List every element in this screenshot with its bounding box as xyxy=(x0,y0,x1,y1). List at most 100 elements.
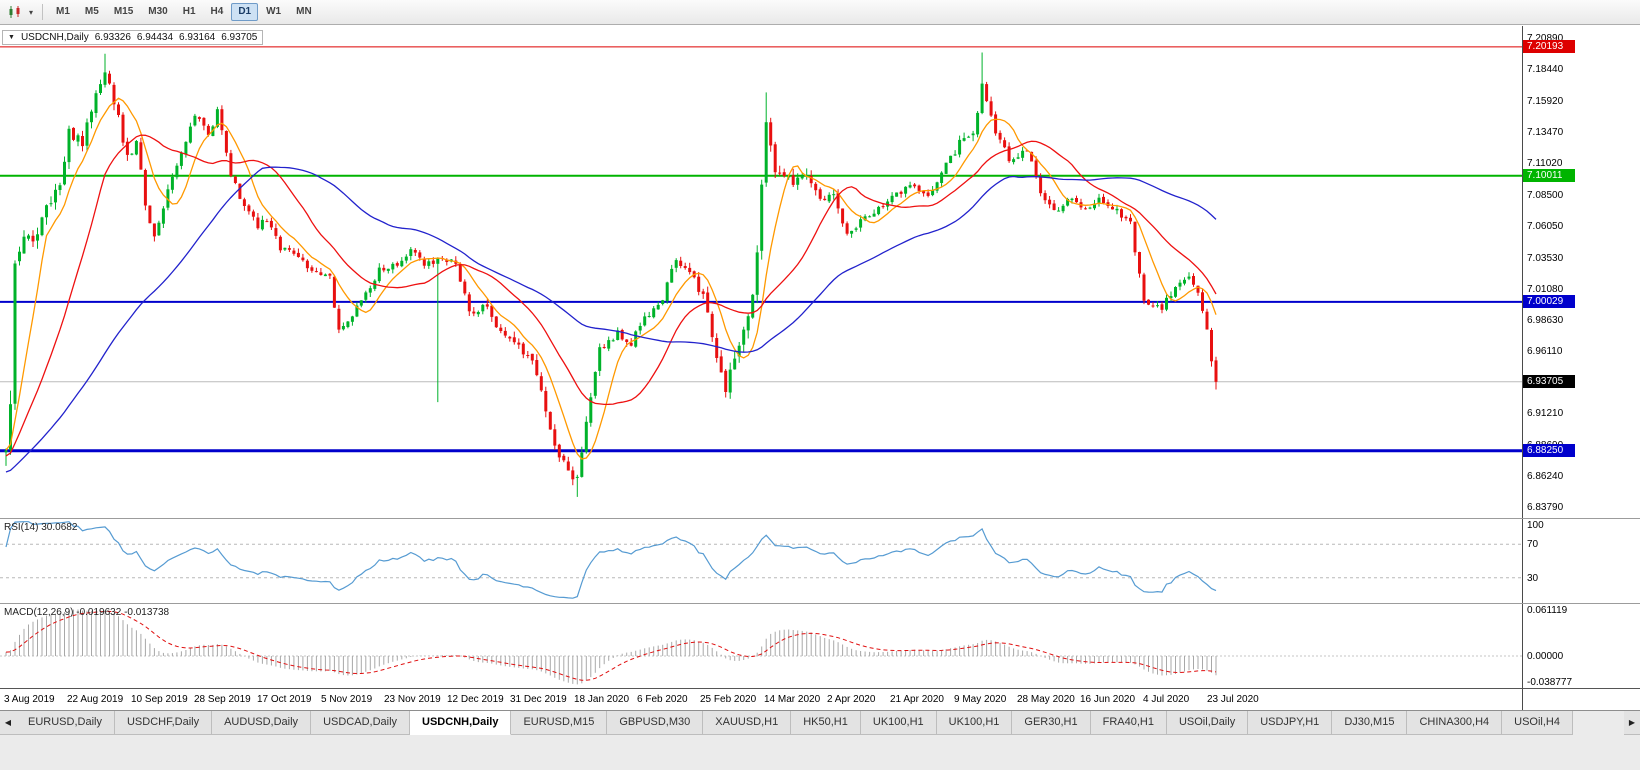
macd-indicator-label: MACD(12,26,9) -0.019632 -0.013738 xyxy=(4,607,170,618)
date-axis-label: 31 Dec 2019 xyxy=(510,694,567,705)
chart-area: ▼ USDCNH,Daily 6.93326 6.94434 6.93164 6… xyxy=(0,26,1640,710)
date-axis-label: 14 Mar 2020 xyxy=(764,694,821,705)
tabs-scroll-right-button[interactable]: ▶ xyxy=(1624,711,1640,735)
price-axis-label: 7.03530 xyxy=(1527,253,1564,264)
date-axis-label: 16 Jun 2020 xyxy=(1080,694,1136,705)
chart-tab[interactable]: USOil,H4 xyxy=(1502,711,1573,735)
date-axis-label: 10 Sep 2019 xyxy=(131,694,188,705)
price-axis-label: 6.91210 xyxy=(1527,408,1564,419)
macd-axis-label: 0.061119 xyxy=(1527,605,1568,616)
date-axis-label: 23 Nov 2019 xyxy=(384,694,441,705)
date-axis-label: 12 Dec 2019 xyxy=(447,694,504,705)
date-axis-label: 2 Apr 2020 xyxy=(827,694,876,705)
price-axis-label: 6.98630 xyxy=(1527,315,1564,326)
chart-tab[interactable]: FRA40,H1 xyxy=(1090,711,1167,735)
rsi-axis-label: 70 xyxy=(1527,539,1539,550)
price-axis-label: 7.18440 xyxy=(1527,64,1564,75)
chart-close-value: 6.93705 xyxy=(221,32,258,43)
chart-tab[interactable]: XAUUSD,H1 xyxy=(703,711,792,735)
price-pane-canvas[interactable] xyxy=(0,26,1522,518)
date-axis-label: 18 Jan 2020 xyxy=(574,694,630,705)
collapse-triangle-icon[interactable]: ▼ xyxy=(8,34,15,41)
price-axis-label: 7.06050 xyxy=(1527,221,1564,232)
date-axis-label: 3 Aug 2019 xyxy=(4,694,55,705)
rsi-axis-label: 30 xyxy=(1527,573,1539,584)
chart-tab[interactable]: AUDUSD,Daily xyxy=(212,711,312,735)
date-axis-label: 5 Nov 2019 xyxy=(321,694,373,705)
timeframe-button-m1[interactable]: M1 xyxy=(56,6,70,17)
chart-tab[interactable]: USDCAD,Daily xyxy=(311,711,411,735)
timeframe-button-m30[interactable]: M30 xyxy=(148,6,168,17)
chart-tab[interactable]: GER30,H1 xyxy=(1012,711,1091,735)
time-axis-divider xyxy=(0,688,1640,689)
chart-tab[interactable]: USDJPY,H1 xyxy=(1248,711,1333,735)
date-axis-label: 17 Oct 2019 xyxy=(257,694,312,705)
chart-tab[interactable]: UK100,H1 xyxy=(936,711,1013,735)
current-price-tag: 6.93705 xyxy=(1523,375,1575,388)
timeframe-button-m5[interactable]: M5 xyxy=(84,6,99,17)
price-axis-label: 7.11020 xyxy=(1527,158,1563,169)
date-axis-label: 22 Aug 2019 xyxy=(67,694,124,705)
chart-symbol-label: USDCNH,Daily xyxy=(20,32,89,43)
chart-tab[interactable]: HK50,H1 xyxy=(791,711,861,735)
price-axis-label: 7.15920 xyxy=(1527,96,1564,107)
price-axis-label: 6.96110 xyxy=(1527,346,1563,357)
price-axis-label: 6.83790 xyxy=(1527,502,1564,513)
timeframe-button-d1[interactable]: D1 xyxy=(231,3,259,21)
date-axis-label: 4 Jul 2020 xyxy=(1143,694,1190,705)
date-axis-label: 6 Feb 2020 xyxy=(637,694,688,705)
pane-splitter[interactable] xyxy=(0,603,1640,604)
timeframe-button-m15[interactable]: M15 xyxy=(113,6,134,17)
date-axis-label: 28 May 2020 xyxy=(1017,694,1075,705)
tabs-scroll-left-button[interactable]: ◀ xyxy=(0,711,16,735)
chart-tab[interactable]: CHINA300,H4 xyxy=(1407,711,1503,735)
price-level-tag: 7.20193 xyxy=(1523,40,1575,53)
rsi-axis-label: 100 xyxy=(1527,520,1544,531)
macd-axis-label: -0.038777 xyxy=(1527,677,1573,688)
price-axis-label: 7.20890 xyxy=(1527,33,1564,44)
date-axis-label: 21 Apr 2020 xyxy=(890,694,944,705)
chart-tab[interactable]: USDCNH,Daily xyxy=(410,711,512,735)
chart-tabs-list: EURUSD,Daily USDCHF,Daily AUDUSD,Daily USDC… xyxy=(16,711,1624,735)
timeframe-buttons-group: M1 M5 M15 M30 H1 H4 D1 W1 MN xyxy=(49,3,319,21)
date-axis-label: 25 Feb 2020 xyxy=(700,694,757,705)
chart-tab[interactable]: USDCHF,Daily xyxy=(114,711,213,735)
timeframe-button-h1[interactable]: H1 xyxy=(182,6,196,17)
price-level-tag: 7.10011 xyxy=(1523,169,1575,182)
chart-title-overlay: ▼ USDCNH,Daily 6.93326 6.94434 6.93164 6… xyxy=(2,30,264,45)
date-axis-label: 23 Jul 2020 xyxy=(1207,694,1259,705)
chart-tab[interactable]: GBPUSD,M30 xyxy=(607,711,704,735)
timeframe-button-w1[interactable]: W1 xyxy=(266,6,282,17)
chart-type-icon[interactable] xyxy=(5,3,25,21)
rsi-pane-canvas[interactable] xyxy=(0,519,1522,603)
macd-pane-canvas[interactable] xyxy=(0,604,1522,688)
price-level-tag: 7.00029 xyxy=(1523,295,1575,308)
timeframe-toolbar: ▾ M1 M5 M15 M30 H1 H4 D1 W1 MN xyxy=(0,0,1640,25)
pane-splitter[interactable] xyxy=(0,518,1640,519)
rsi-indicator-label: RSI(14) 30.0682 xyxy=(4,522,78,533)
price-axis-label: 7.01080 xyxy=(1527,284,1564,295)
toolbar-separator xyxy=(42,4,43,20)
chart-tab[interactable]: UK100,H1 xyxy=(860,711,937,735)
chart-high-value: 6.94434 xyxy=(136,32,174,43)
price-axis-label: 7.08500 xyxy=(1527,190,1564,201)
chart-plot-region[interactable]: ▼ USDCNH,Daily 6.93326 6.94434 6.93164 6… xyxy=(0,26,1522,710)
chart-tab[interactable]: DJ30,M15 xyxy=(1332,711,1408,735)
price-axis-divider xyxy=(1522,26,1523,710)
chart-tab[interactable]: EURUSD,M15 xyxy=(511,711,608,735)
price-axis-label: 7.13470 xyxy=(1527,127,1564,138)
chart-open-value: 6.93326 xyxy=(94,32,131,43)
dropdown-caret-icon[interactable]: ▾ xyxy=(28,7,33,17)
timeframe-button-h4[interactable]: H4 xyxy=(210,6,224,17)
price-axis-label: 6.86240 xyxy=(1527,471,1564,482)
price-axis[interactable]: 7.20890 7.18440 7.15920 7.13470 7.11020 7.085… xyxy=(1523,26,1640,710)
macd-axis-label: 0.00000 xyxy=(1527,651,1564,662)
time-axis[interactable]: 3 Aug 2019 22 Aug 2019 10 Sep 2019 28 Sep 2… xyxy=(0,689,1522,710)
date-axis-label: 28 Sep 2019 xyxy=(194,694,251,705)
timeframe-button-mn[interactable]: MN xyxy=(296,6,312,17)
chart-tab[interactable]: USOil,Daily xyxy=(1166,711,1249,735)
chart-tab[interactable]: EURUSD,Daily xyxy=(16,711,115,735)
date-axis-label: 9 May 2020 xyxy=(954,694,1007,705)
price-level-tag: 6.88250 xyxy=(1523,444,1575,457)
